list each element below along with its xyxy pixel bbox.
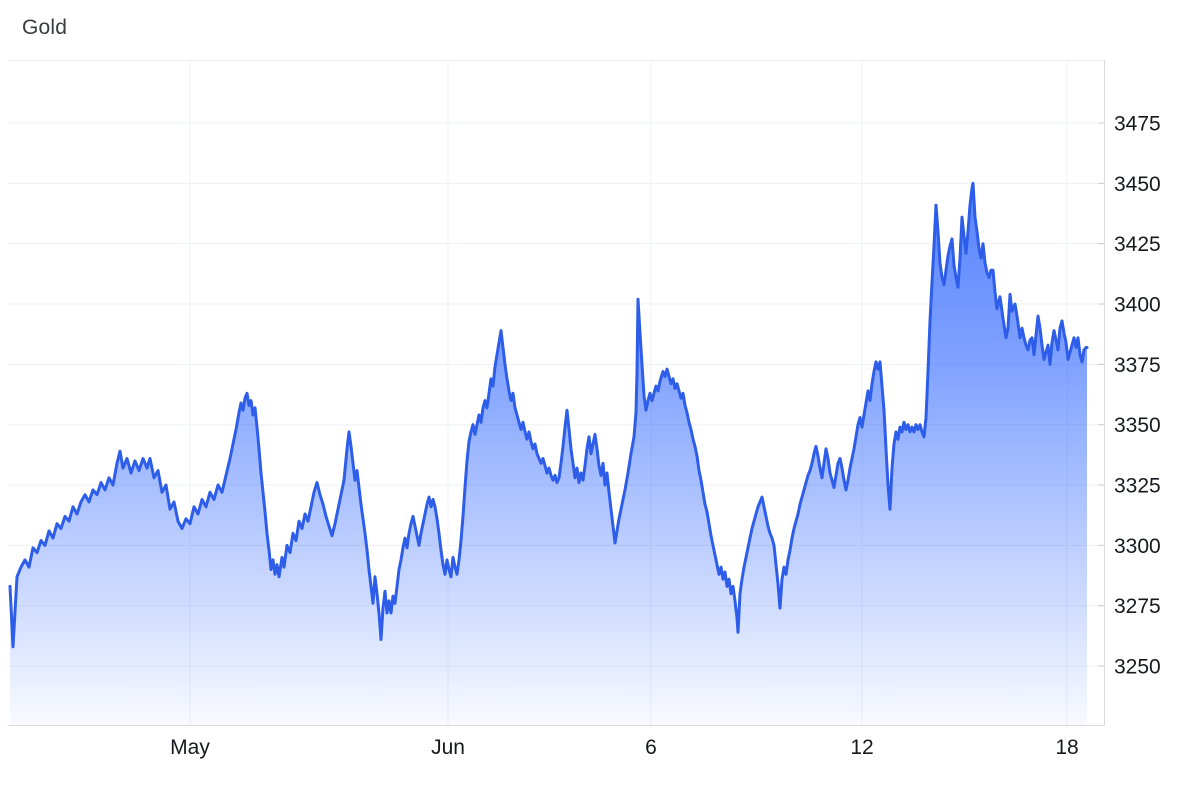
x-axis-label: 12 — [850, 736, 873, 759]
chart-title: Gold — [22, 16, 68, 39]
x-axis-label: 6 — [645, 736, 657, 759]
y-axis-label: 3350 — [1114, 414, 1161, 437]
y-axis-label: 3450 — [1114, 173, 1161, 196]
y-axis-label: 3300 — [1114, 535, 1161, 558]
y-axis-label: 3425 — [1114, 233, 1161, 256]
y-axis-label: 3375 — [1114, 354, 1161, 377]
gold-price-line — [8, 181, 1089, 649]
gold-area-fill — [10, 183, 1087, 726]
y-axis-label: 3250 — [1114, 656, 1161, 679]
y-axis-label: 3275 — [1114, 595, 1161, 618]
y-axis-label: 3475 — [1114, 113, 1161, 136]
y-axis-label: 3325 — [1114, 475, 1161, 498]
x-axis-label: May — [170, 736, 210, 759]
y-axis-label: 3400 — [1114, 294, 1161, 317]
x-axis-label: 18 — [1055, 736, 1078, 759]
x-axis-label: Jun — [431, 736, 465, 759]
